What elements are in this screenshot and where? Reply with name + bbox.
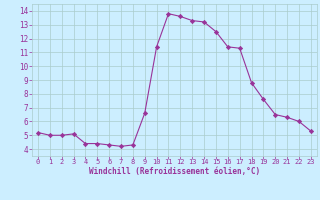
X-axis label: Windchill (Refroidissement éolien,°C): Windchill (Refroidissement éolien,°C) (89, 167, 260, 176)
